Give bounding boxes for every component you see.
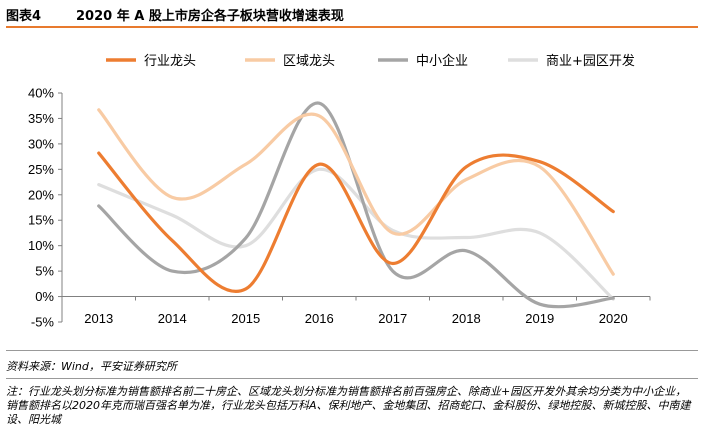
series-line bbox=[97, 167, 615, 301]
series-line bbox=[97, 108, 615, 276]
y-tick-label: 20% bbox=[28, 187, 54, 202]
legend-label: 区域龙头 bbox=[283, 54, 335, 69]
y-tick-label: 35% bbox=[28, 111, 54, 126]
series-line bbox=[97, 151, 615, 293]
chart-legend: 行业龙头 区域龙头 中小企业 商业+园区开发 bbox=[106, 53, 635, 69]
x-tick-label: 2020 bbox=[599, 311, 628, 326]
x-tick-label: 2018 bbox=[452, 311, 481, 326]
x-tick-label: 2014 bbox=[158, 311, 187, 326]
x-tick-label: 2016 bbox=[305, 311, 334, 326]
y-tick-label: 0% bbox=[35, 289, 54, 304]
plot-area: -5% 0% 5% 10% 15% 20% 25% 30% 35% 40% 2013 2014 2015… bbox=[28, 86, 651, 330]
y-tick-label: 10% bbox=[28, 238, 54, 253]
footer-divider bbox=[6, 350, 698, 351]
y-tick-label: 5% bbox=[35, 264, 54, 279]
source-text: 资料来源：Wind，平安证券研究所 bbox=[6, 360, 177, 373]
figure-title: 2020 年 A 股上市房企各子板块营收增速表现 bbox=[76, 9, 344, 24]
y-tick-label: 15% bbox=[28, 213, 54, 228]
note-text: 注：行业龙头划分标准为销售额排名前二十房企、区域龙头划分标准为销售额排名前百强房… bbox=[6, 385, 691, 426]
legend-label: 中小企业 bbox=[416, 53, 468, 69]
x-tick-label: 2013 bbox=[84, 311, 113, 326]
y-tick-label: 30% bbox=[28, 136, 54, 151]
y-tick-label: -5% bbox=[31, 315, 55, 330]
x-tick-label: 2019 bbox=[525, 311, 554, 326]
line-chart: 行业龙头 区域龙头 中小企业 商业+园区开发 -5% 0% 5% 10% 15% 20% 25% 3… bbox=[28, 53, 651, 330]
y-tick-label: 40% bbox=[28, 86, 54, 101]
figure-header: 图表4 2020 年 A 股上市房企各子板块营收增速表现 bbox=[6, 4, 698, 28]
series-line bbox=[97, 101, 615, 309]
legend-label: 行业龙头 bbox=[144, 54, 196, 69]
y-tick-label: 25% bbox=[28, 162, 54, 177]
figure-number: 图表4 bbox=[6, 9, 42, 24]
note-divider bbox=[6, 378, 698, 379]
legend-label: 商业+园区开发 bbox=[546, 53, 635, 69]
x-tick-label: 2017 bbox=[378, 311, 407, 326]
x-tick-label: 2015 bbox=[231, 311, 260, 326]
